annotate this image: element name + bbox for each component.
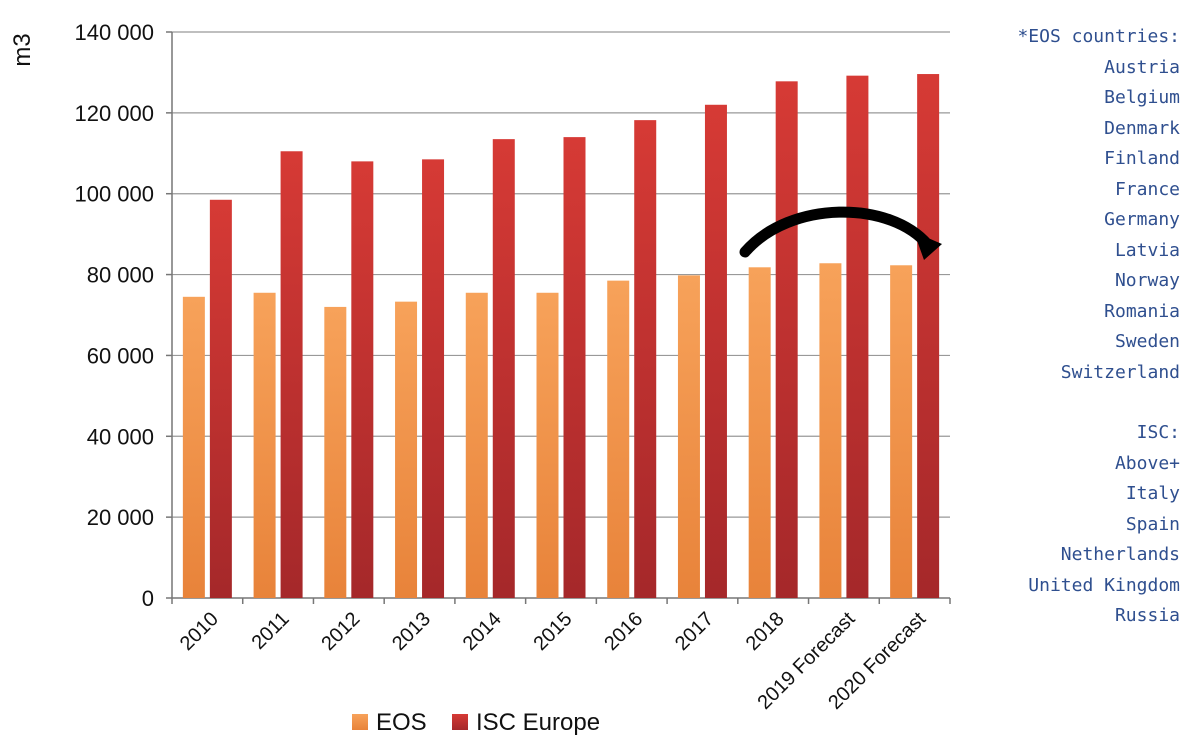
bar-isc-europe: [563, 137, 586, 598]
bar-eos: [395, 301, 418, 598]
bar-eos: [890, 265, 913, 598]
y-tick-label: 60 000: [87, 343, 154, 368]
eos-country: France: [1114, 178, 1180, 200]
bar-eos: [819, 263, 842, 598]
bar-isc-europe: [492, 139, 515, 598]
x-tick-label: 2015: [530, 608, 577, 655]
side-panel: *EOS countries: Austria Belgium Denmark …: [980, 22, 1180, 632]
bar-isc-europe: [280, 151, 303, 598]
bar-eos: [253, 292, 276, 598]
eos-country-list: Austria Belgium Denmark Finland France G…: [980, 53, 1180, 389]
bar-isc-europe: [634, 120, 657, 599]
x-tick-label: 2018: [742, 608, 789, 655]
bar-isc-europe: [422, 159, 445, 598]
spacer: [980, 388, 1180, 418]
eos-country: Belgium: [1104, 87, 1180, 108]
y-tick-label: 100 000: [74, 182, 154, 207]
bar-eos: [324, 306, 347, 598]
bar-isc-europe: [917, 74, 940, 598]
bar-eos: [465, 292, 488, 598]
bar-isc-europe: [775, 81, 798, 598]
legend-swatch: [352, 714, 368, 730]
legend: EOS ISC Europe: [352, 709, 600, 736]
bars: [182, 74, 940, 599]
isc-member: Netherlands: [1060, 544, 1180, 565]
eos-country: Austria: [1104, 56, 1180, 78]
y-tick-label: 120 000: [74, 101, 154, 126]
eos-country: Romania: [1104, 300, 1180, 322]
isc-member: Spain: [1125, 513, 1180, 535]
isc-member: United Kingdom: [1028, 574, 1180, 596]
eos-country: Latvia: [1114, 239, 1180, 261]
x-tick-label: 2011: [248, 608, 294, 654]
x-tick-label: 2016: [600, 608, 647, 655]
arrow-head: [914, 232, 942, 260]
bar-isc-europe: [209, 199, 232, 598]
eos-country: Finland: [1104, 148, 1180, 169]
x-tick-label: 2013: [388, 608, 435, 655]
isc-member-list: Above+ Italy Spain Netherlands United Ki…: [980, 449, 1180, 632]
y-axis-title: m3: [9, 33, 36, 66]
x-tick-label: 2012: [317, 608, 364, 655]
isc-heading: ISC:: [1136, 422, 1180, 443]
eos-country: Germany: [1104, 209, 1180, 230]
x-tick-label: 2010: [176, 608, 223, 655]
bar-eos: [748, 267, 771, 598]
y-tick-label: 140 000: [74, 20, 154, 45]
bar-eos: [677, 275, 700, 598]
bar-chart: 0 20 000 40 000 60 000 80 000 100 000 120 000 1…: [9, 20, 951, 736]
eos-country: Switzerland: [1060, 361, 1180, 383]
legend-label: ISC Europe: [476, 709, 600, 736]
eos-country: Sweden: [1114, 331, 1180, 352]
y-tick-label: 40 000: [87, 424, 154, 449]
eos-country: Denmark: [1104, 117, 1180, 139]
bar-isc-europe: [351, 161, 374, 598]
curved-arrow-annotation: [739, 206, 934, 258]
eos-country: Norway: [1114, 270, 1180, 291]
isc-member: Russia: [1114, 605, 1180, 626]
x-tick-label: 2014: [459, 608, 506, 655]
y-tick-label: 80 000: [87, 263, 154, 288]
x-tick-label: 2017: [671, 608, 718, 655]
y-tick-label: 20 000: [87, 505, 154, 530]
legend-label: EOS: [376, 709, 427, 736]
bar-eos: [182, 296, 205, 598]
bar-eos: [536, 292, 559, 598]
isc-member: Italy: [1125, 483, 1180, 504]
y-tick-label: 0: [142, 586, 154, 611]
isc-member: Above+: [1114, 452, 1180, 474]
bar-isc-europe: [846, 75, 869, 599]
bar-isc-europe: [704, 104, 727, 599]
bar-eos: [607, 280, 630, 598]
eos-heading: *EOS countries:: [1017, 26, 1180, 47]
annotations: [739, 206, 942, 260]
legend-swatch: [452, 714, 468, 730]
